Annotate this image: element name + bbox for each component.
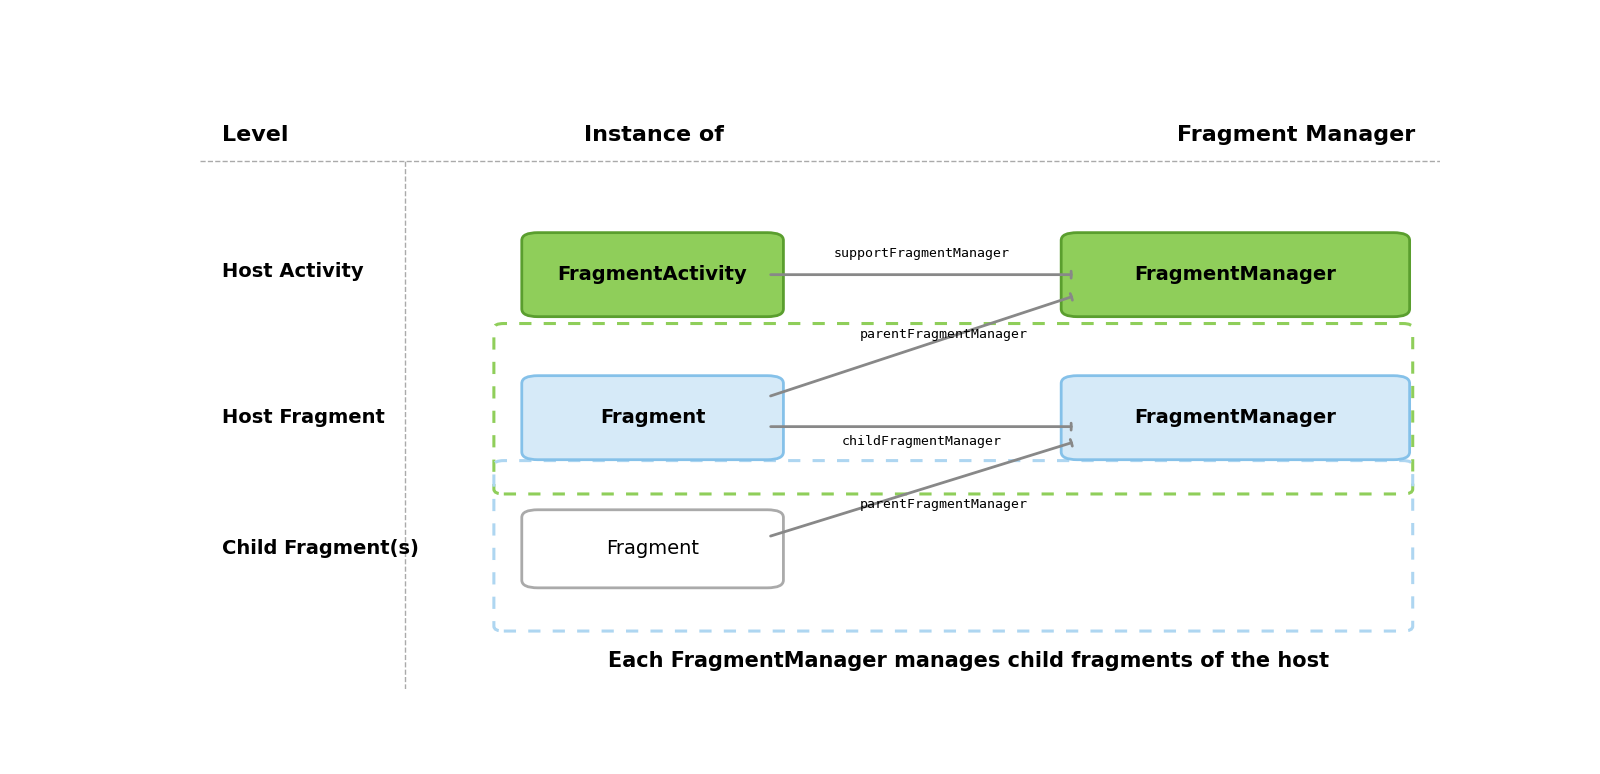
Text: Each FragmentManager manages child fragments of the host: Each FragmentManager manages child fragm…	[608, 651, 1330, 671]
FancyBboxPatch shape	[1061, 233, 1410, 317]
Text: Fragment: Fragment	[606, 539, 699, 558]
Text: supportFragmentManager: supportFragmentManager	[834, 248, 1010, 260]
Text: parentFragmentManager: parentFragmentManager	[861, 498, 1027, 511]
Text: FragmentManager: FragmentManager	[1134, 408, 1336, 427]
Text: Child Fragment(s): Child Fragment(s)	[222, 539, 419, 558]
FancyBboxPatch shape	[522, 375, 784, 460]
Text: Instance of: Instance of	[584, 125, 725, 145]
Text: Level: Level	[222, 125, 290, 145]
Text: Fragment: Fragment	[600, 408, 706, 427]
Text: FragmentActivity: FragmentActivity	[558, 265, 747, 284]
FancyBboxPatch shape	[522, 510, 784, 587]
FancyBboxPatch shape	[1061, 375, 1410, 460]
FancyBboxPatch shape	[522, 233, 784, 317]
Text: childFragmentManager: childFragmentManager	[842, 435, 1002, 448]
Text: Fragment Manager: Fragment Manager	[1178, 125, 1416, 145]
Text: Host Activity: Host Activity	[222, 262, 363, 281]
Text: FragmentManager: FragmentManager	[1134, 265, 1336, 284]
Text: parentFragmentManager: parentFragmentManager	[861, 327, 1027, 341]
Text: Host Fragment: Host Fragment	[222, 408, 386, 427]
